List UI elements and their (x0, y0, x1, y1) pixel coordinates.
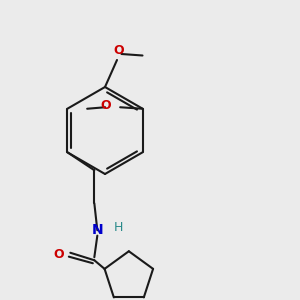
Text: N: N (92, 223, 103, 237)
Text: O: O (100, 99, 111, 112)
Text: O: O (113, 44, 124, 57)
Text: H: H (114, 221, 123, 234)
Text: O: O (54, 248, 64, 261)
